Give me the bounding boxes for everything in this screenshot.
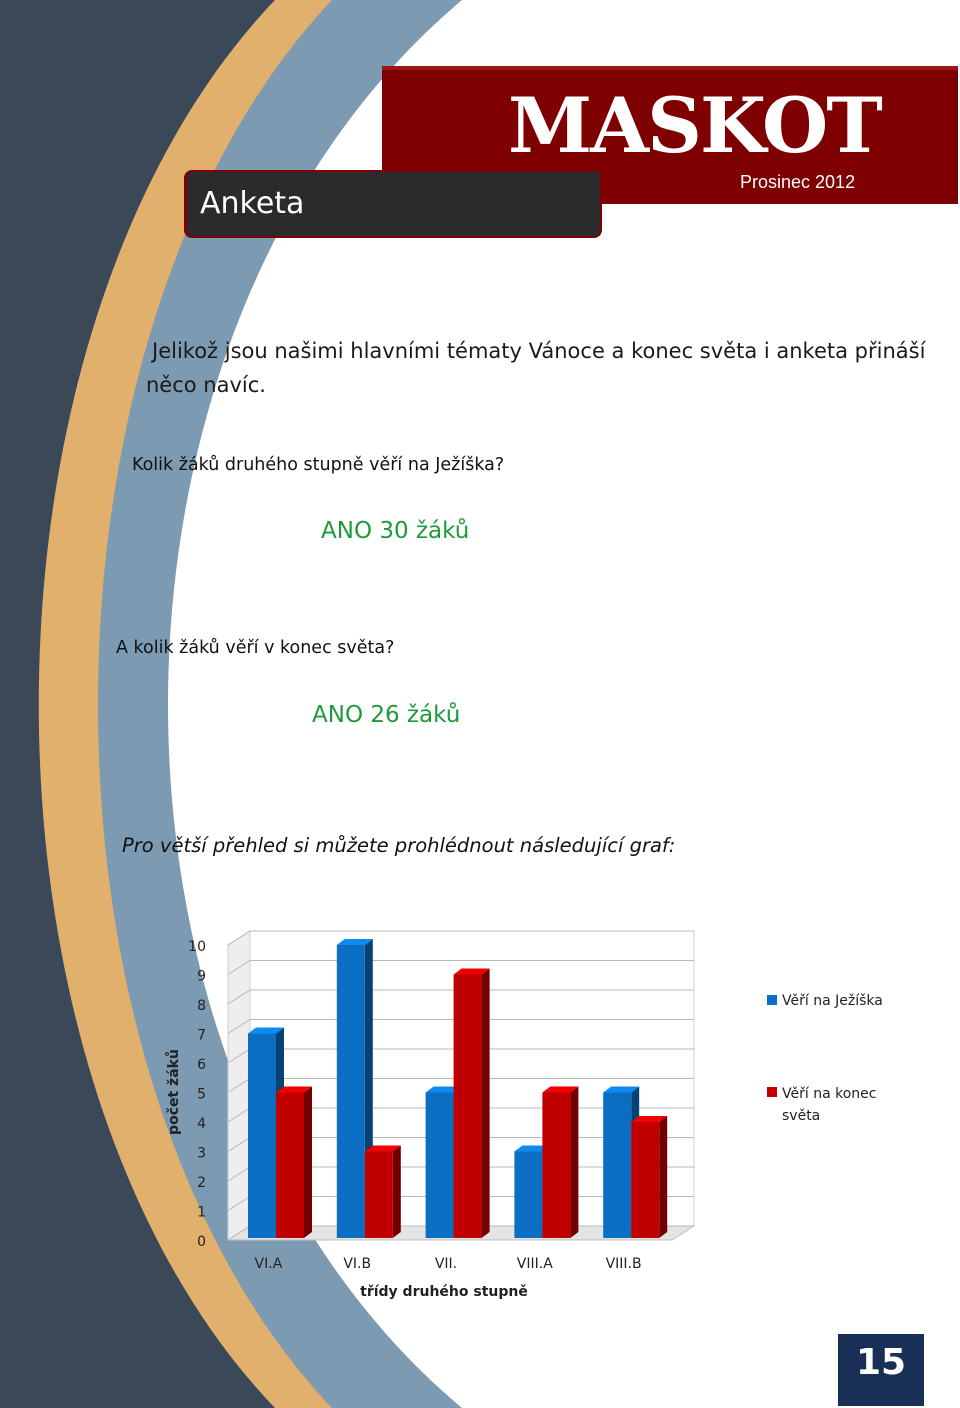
x-axis-title: třídy druhého stupně bbox=[360, 1284, 528, 1300]
bar-side bbox=[392, 1145, 401, 1238]
legend-swatch bbox=[767, 995, 777, 1005]
y-axis-title: počet žáků bbox=[165, 1049, 182, 1135]
chart-intro: Pro větší přehled si můžete prohlédnout … bbox=[122, 834, 676, 857]
section-label: Anketa bbox=[200, 186, 305, 221]
bar-top bbox=[276, 1086, 312, 1093]
bar bbox=[631, 1122, 660, 1238]
y-tick-label: 7 bbox=[197, 1028, 206, 1044]
question-1: Kolik žáků druhého stupně věří na Ježíšk… bbox=[132, 455, 505, 475]
masthead-banner bbox=[382, 66, 958, 204]
bar bbox=[603, 1092, 632, 1238]
x-tick-label: VIII.A bbox=[517, 1256, 553, 1272]
bar bbox=[425, 1092, 454, 1238]
issue-date: Prosinec 2012 bbox=[740, 172, 856, 192]
gridline bbox=[227, 960, 694, 975]
x-tick-label: VI.A bbox=[255, 1256, 283, 1272]
legend-label: Věří na konec světa bbox=[782, 1086, 876, 1124]
x-tick-label: VIII.B bbox=[606, 1256, 642, 1272]
y-tick-label: 10 bbox=[188, 939, 206, 955]
gridline bbox=[227, 930, 694, 946]
bar-top bbox=[453, 968, 490, 975]
question-2: A kolik žáků věří v konec světa? bbox=[116, 638, 395, 658]
intro-paragraph: Jelikož jsou našimi hlavními tématy Váno… bbox=[146, 339, 926, 397]
legend-label: Věří na Ježíška bbox=[782, 993, 883, 1009]
answer-2: ANO 26 žáků bbox=[312, 702, 461, 728]
gridline bbox=[227, 989, 694, 1005]
legend-swatch bbox=[767, 1087, 777, 1097]
y-tick-label: 5 bbox=[197, 1087, 206, 1103]
section-tab bbox=[184, 170, 602, 238]
bar bbox=[542, 1092, 571, 1238]
y-tick-label: 8 bbox=[197, 998, 206, 1014]
bar-top bbox=[364, 1145, 401, 1152]
answer-1: ANO 30 žáků bbox=[321, 518, 470, 544]
y-tick-label: 4 bbox=[197, 1116, 206, 1132]
page-number: 15 bbox=[855, 1342, 907, 1383]
bar-top bbox=[603, 1086, 640, 1093]
bar-top bbox=[514, 1145, 551, 1152]
y-tick-label: 0 bbox=[197, 1234, 206, 1250]
bar bbox=[336, 945, 365, 1238]
bar-side bbox=[481, 968, 490, 1238]
y-tick-label: 9 bbox=[197, 969, 206, 985]
y-tick-label: 1 bbox=[197, 1205, 206, 1221]
bar-top bbox=[425, 1086, 462, 1093]
bar-top bbox=[542, 1086, 579, 1093]
magazine-title: MASKOT bbox=[508, 81, 883, 170]
y-tick-label: 6 bbox=[197, 1057, 206, 1073]
bar-side bbox=[659, 1116, 668, 1238]
bar bbox=[276, 1092, 304, 1238]
x-tick-label: VI.B bbox=[343, 1256, 371, 1272]
y-tick-label: 2 bbox=[197, 1175, 206, 1191]
bar bbox=[364, 1151, 393, 1238]
bar-side bbox=[304, 1086, 312, 1238]
x-tick-label: VII. bbox=[435, 1256, 457, 1272]
page-number-box bbox=[838, 1334, 924, 1406]
y-tick-label: 3 bbox=[197, 1146, 206, 1162]
bar bbox=[514, 1151, 543, 1238]
bar bbox=[248, 1033, 276, 1238]
gridline bbox=[227, 1019, 694, 1034]
bar-top bbox=[248, 1027, 284, 1034]
bar-top bbox=[631, 1116, 668, 1122]
bar bbox=[453, 974, 482, 1238]
bar-top bbox=[336, 939, 373, 945]
bar-side bbox=[570, 1086, 579, 1238]
